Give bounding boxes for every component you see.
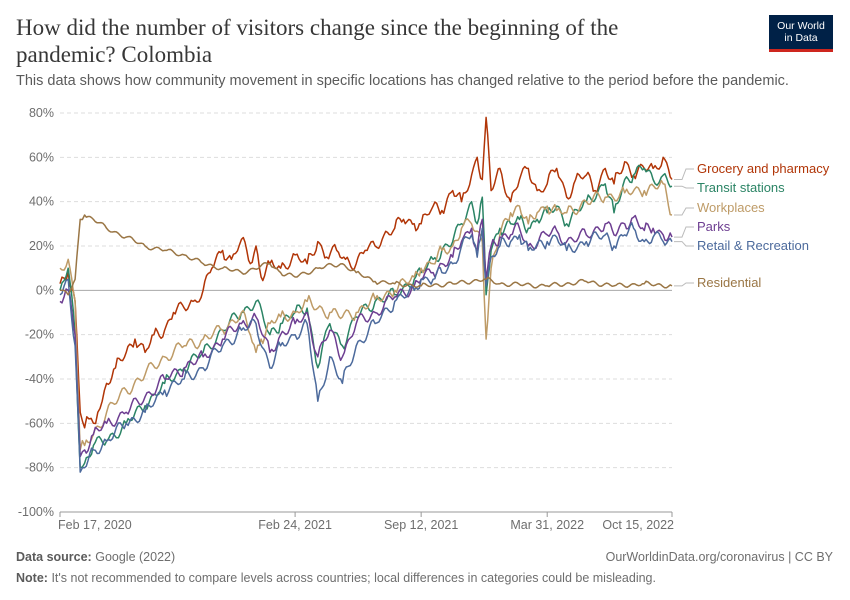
series-line-parks[interactable] bbox=[59, 214, 673, 458]
series-label[interactable]: Residential bbox=[697, 275, 761, 290]
series-layer bbox=[59, 116, 673, 473]
x-axis-ticks: Feb 17, 2020 Feb 24, 2021 Sep 12, 2021 Mar … bbox=[58, 511, 674, 532]
y-tick-label: -80% bbox=[25, 461, 54, 475]
series-label[interactable]: Parks bbox=[697, 219, 731, 234]
series-label[interactable]: Grocery and pharmacy bbox=[697, 161, 830, 176]
chart-title: How did the number of visitors change si… bbox=[16, 15, 619, 67]
series-line-workplaces[interactable] bbox=[59, 179, 673, 451]
label-connector bbox=[674, 207, 694, 216]
data-source-label: Data source: bbox=[16, 550, 92, 564]
chart-subtitle: This data shows how community movement i… bbox=[16, 73, 789, 89]
series-line-transit-stations[interactable] bbox=[59, 164, 673, 469]
series-label[interactable]: Transit stations bbox=[697, 180, 785, 195]
y-axis-ticks: -100% -80% -60% -40% -20% 0% 20% 40% 60% 80% bbox=[18, 106, 54, 519]
source-url[interactable]: OurWorldinData.org/coronavirus | CC BY bbox=[605, 550, 833, 564]
label-connector bbox=[674, 226, 694, 238]
x-tick-label: Mar 31, 2022 bbox=[510, 518, 584, 532]
note-label: Note: bbox=[16, 571, 48, 585]
y-tick-label: 40% bbox=[29, 195, 54, 209]
y-tick-label: -60% bbox=[25, 416, 54, 430]
y-tick-label: -100% bbox=[18, 505, 54, 519]
series-label[interactable]: Retail & Recreation bbox=[697, 238, 809, 253]
owid-logo[interactable]: Our World in Data bbox=[769, 15, 833, 52]
y-tick-label: 80% bbox=[29, 106, 54, 120]
x-tick-label: Oct 15, 2022 bbox=[602, 518, 674, 532]
data-source: Data source: Google (2022) bbox=[16, 550, 175, 564]
x-tick-label: Sep 12, 2021 bbox=[384, 518, 458, 532]
data-source-value[interactable]: Google (2022) bbox=[95, 550, 176, 564]
series-labels: Grocery and pharmacy Transit stations Work… bbox=[674, 161, 830, 290]
y-tick-label: -20% bbox=[25, 328, 54, 342]
note-text: It's not recommended to compare levels a… bbox=[51, 571, 656, 585]
label-connector bbox=[674, 282, 694, 287]
grid-layer bbox=[60, 112, 672, 513]
label-connector bbox=[674, 185, 694, 189]
y-tick-label: 20% bbox=[29, 239, 54, 253]
logo-line-1: Our World bbox=[777, 20, 825, 32]
series-line-residential[interactable] bbox=[60, 214, 673, 296]
line-chart: -100% -80% -60% -40% -20% 0% 20% 40% 60% 80% Feb … bbox=[18, 106, 830, 532]
logo-line-2: in Data bbox=[784, 32, 818, 44]
label-connector bbox=[674, 241, 694, 247]
x-tick-label: Feb 24, 2021 bbox=[258, 518, 332, 532]
x-tick-label: Feb 17, 2020 bbox=[58, 518, 132, 532]
series-line-grocery-and-pharmacy[interactable] bbox=[59, 116, 673, 429]
y-tick-label: 60% bbox=[29, 150, 54, 164]
series-label[interactable]: Workplaces bbox=[697, 200, 765, 215]
y-tick-label: -40% bbox=[25, 372, 54, 386]
y-tick-label: 0% bbox=[36, 283, 54, 297]
label-connector bbox=[674, 168, 694, 180]
chart-note: Note: It's not recommended to compare le… bbox=[16, 571, 656, 585]
series-line-retail-recreation[interactable] bbox=[59, 222, 673, 473]
